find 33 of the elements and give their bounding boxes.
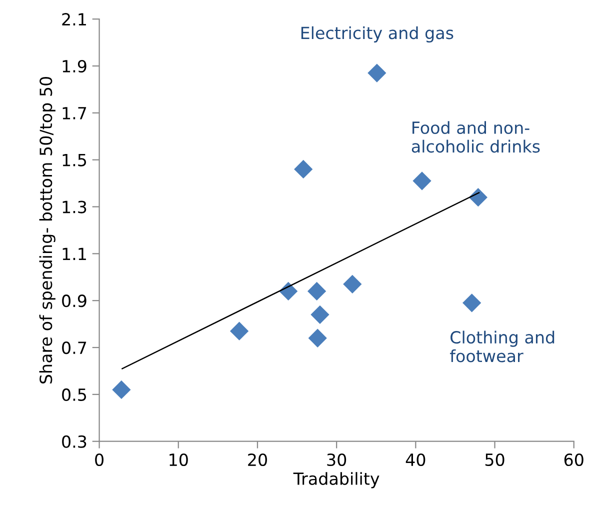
point xyxy=(230,322,249,340)
x-tick-label: 50 xyxy=(485,453,504,466)
x-tick-label: 60 xyxy=(564,453,584,466)
point xyxy=(368,64,386,82)
x-tick-label: 30 xyxy=(327,453,346,466)
annotation: Electricity and gas xyxy=(301,26,454,42)
y-tick-label: 1.5 xyxy=(62,154,86,166)
y-axis-title: Share of spending- bottom 50/top 50 xyxy=(39,76,56,384)
point xyxy=(468,188,488,207)
point xyxy=(308,328,327,348)
point xyxy=(310,305,330,324)
point xyxy=(462,294,482,312)
x-axis-title: Tradability xyxy=(293,472,380,488)
y-tick-label: 0.3 xyxy=(62,435,86,448)
x-tick-label: 20 xyxy=(248,453,267,466)
annotation: Food and non- alcoholic drinks xyxy=(412,121,540,153)
point xyxy=(343,274,362,294)
y-tick-label: 1.9 xyxy=(62,60,86,73)
x-tick-label: 10 xyxy=(170,453,188,466)
y-tick-label: 1.3 xyxy=(62,200,86,214)
x-tick-label: 0 xyxy=(95,453,104,466)
y-tick-label: 0.9 xyxy=(62,294,86,308)
y-tick-label: 1.7 xyxy=(62,107,86,120)
y-tick-label: 0.5 xyxy=(62,388,86,401)
y-tick-label: 1.1 xyxy=(62,248,86,260)
point xyxy=(294,160,313,179)
point xyxy=(412,172,432,190)
point xyxy=(112,380,131,400)
y-tick-label: 0.7 xyxy=(62,341,86,354)
x-tick-label: 40 xyxy=(406,453,426,466)
point xyxy=(307,282,326,301)
annotation: Clothing and footwear xyxy=(450,330,554,362)
y-tick-label: 2.1 xyxy=(62,13,86,26)
